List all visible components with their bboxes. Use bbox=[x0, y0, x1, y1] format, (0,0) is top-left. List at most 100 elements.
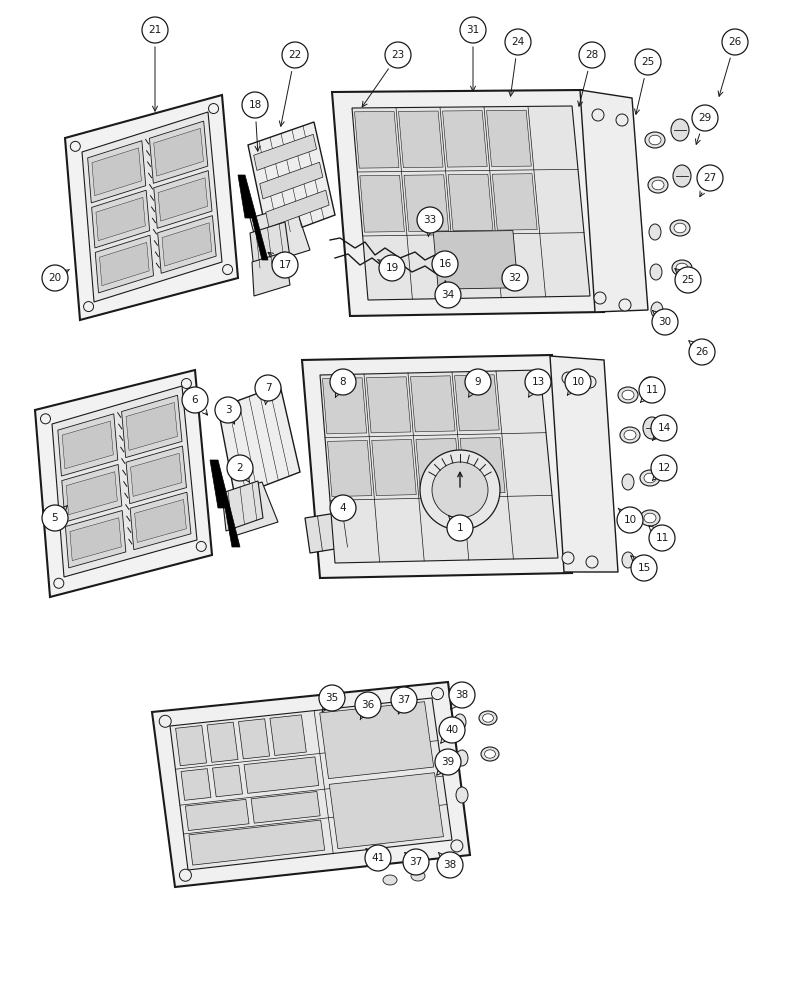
Polygon shape bbox=[354, 111, 399, 168]
Polygon shape bbox=[416, 438, 461, 495]
Text: 11: 11 bbox=[646, 385, 658, 395]
Polygon shape bbox=[404, 175, 449, 231]
Circle shape bbox=[722, 29, 748, 55]
Polygon shape bbox=[454, 375, 499, 431]
Polygon shape bbox=[218, 385, 300, 497]
Polygon shape bbox=[550, 356, 618, 572]
Circle shape bbox=[651, 455, 677, 481]
Circle shape bbox=[272, 252, 298, 278]
Text: 13: 13 bbox=[531, 377, 545, 387]
Ellipse shape bbox=[651, 302, 663, 318]
Polygon shape bbox=[95, 235, 154, 293]
Text: 24: 24 bbox=[511, 37, 525, 47]
Circle shape bbox=[42, 505, 68, 531]
Polygon shape bbox=[122, 395, 182, 458]
Circle shape bbox=[385, 42, 411, 68]
Circle shape bbox=[391, 687, 417, 713]
Text: 31: 31 bbox=[466, 25, 480, 35]
Polygon shape bbox=[130, 453, 182, 496]
Text: 1: 1 bbox=[457, 523, 463, 533]
Text: 8: 8 bbox=[340, 377, 346, 387]
Ellipse shape bbox=[622, 514, 634, 530]
Polygon shape bbox=[270, 715, 306, 755]
Circle shape bbox=[635, 49, 661, 75]
Circle shape bbox=[432, 251, 458, 277]
Polygon shape bbox=[186, 799, 249, 831]
Circle shape bbox=[227, 455, 253, 481]
Circle shape bbox=[209, 104, 218, 114]
Text: 29: 29 bbox=[698, 113, 712, 123]
Text: 17: 17 bbox=[278, 260, 292, 270]
Circle shape bbox=[435, 749, 461, 775]
Polygon shape bbox=[254, 134, 317, 170]
Text: 38: 38 bbox=[443, 860, 457, 870]
Circle shape bbox=[431, 688, 443, 700]
Circle shape bbox=[196, 541, 206, 551]
Ellipse shape bbox=[622, 552, 634, 568]
Text: 18: 18 bbox=[248, 100, 262, 110]
Polygon shape bbox=[260, 162, 323, 199]
Text: 27: 27 bbox=[703, 173, 717, 183]
Text: 23: 23 bbox=[391, 50, 405, 60]
Circle shape bbox=[689, 339, 715, 365]
Text: 4: 4 bbox=[340, 503, 346, 513]
Circle shape bbox=[182, 387, 208, 413]
Circle shape bbox=[502, 265, 528, 291]
Text: 33: 33 bbox=[423, 215, 437, 225]
Polygon shape bbox=[92, 148, 142, 196]
Circle shape bbox=[451, 840, 463, 852]
Text: 5: 5 bbox=[52, 513, 58, 523]
Ellipse shape bbox=[652, 180, 664, 190]
Polygon shape bbox=[238, 719, 270, 759]
Ellipse shape bbox=[456, 787, 468, 803]
Text: 37: 37 bbox=[398, 695, 410, 705]
Ellipse shape bbox=[670, 220, 690, 236]
Polygon shape bbox=[189, 820, 325, 865]
Polygon shape bbox=[66, 510, 126, 568]
Circle shape bbox=[525, 369, 551, 395]
Polygon shape bbox=[320, 370, 558, 563]
Circle shape bbox=[586, 556, 598, 568]
Polygon shape bbox=[65, 95, 238, 320]
Circle shape bbox=[439, 717, 465, 743]
Text: 25: 25 bbox=[642, 57, 654, 67]
Ellipse shape bbox=[411, 871, 425, 881]
Circle shape bbox=[505, 29, 531, 55]
Polygon shape bbox=[250, 205, 310, 265]
Ellipse shape bbox=[456, 750, 468, 766]
Ellipse shape bbox=[640, 470, 660, 486]
Polygon shape bbox=[238, 175, 268, 260]
Polygon shape bbox=[486, 110, 531, 167]
Ellipse shape bbox=[650, 264, 662, 280]
Circle shape bbox=[562, 372, 574, 384]
Polygon shape bbox=[360, 175, 404, 232]
Circle shape bbox=[215, 397, 241, 423]
Circle shape bbox=[179, 869, 191, 881]
Circle shape bbox=[465, 369, 491, 395]
Polygon shape bbox=[266, 190, 329, 227]
Text: 3: 3 bbox=[225, 405, 231, 415]
Text: 19: 19 bbox=[386, 263, 398, 273]
Circle shape bbox=[54, 578, 64, 588]
Ellipse shape bbox=[671, 119, 689, 141]
Polygon shape bbox=[207, 722, 238, 762]
Ellipse shape bbox=[479, 711, 497, 725]
Ellipse shape bbox=[673, 165, 691, 187]
Circle shape bbox=[565, 369, 591, 395]
Ellipse shape bbox=[622, 390, 634, 400]
Polygon shape bbox=[162, 223, 212, 266]
Ellipse shape bbox=[649, 135, 661, 145]
Text: 21: 21 bbox=[148, 25, 162, 35]
Ellipse shape bbox=[648, 177, 668, 193]
Ellipse shape bbox=[649, 224, 661, 240]
Polygon shape bbox=[62, 464, 122, 522]
Polygon shape bbox=[220, 482, 278, 536]
Circle shape bbox=[417, 207, 443, 233]
Text: 10: 10 bbox=[571, 377, 585, 387]
Text: 10: 10 bbox=[623, 515, 637, 525]
Polygon shape bbox=[322, 378, 366, 434]
Polygon shape bbox=[176, 726, 206, 766]
Text: 14: 14 bbox=[658, 423, 670, 433]
Circle shape bbox=[330, 369, 356, 395]
Circle shape bbox=[319, 685, 345, 711]
